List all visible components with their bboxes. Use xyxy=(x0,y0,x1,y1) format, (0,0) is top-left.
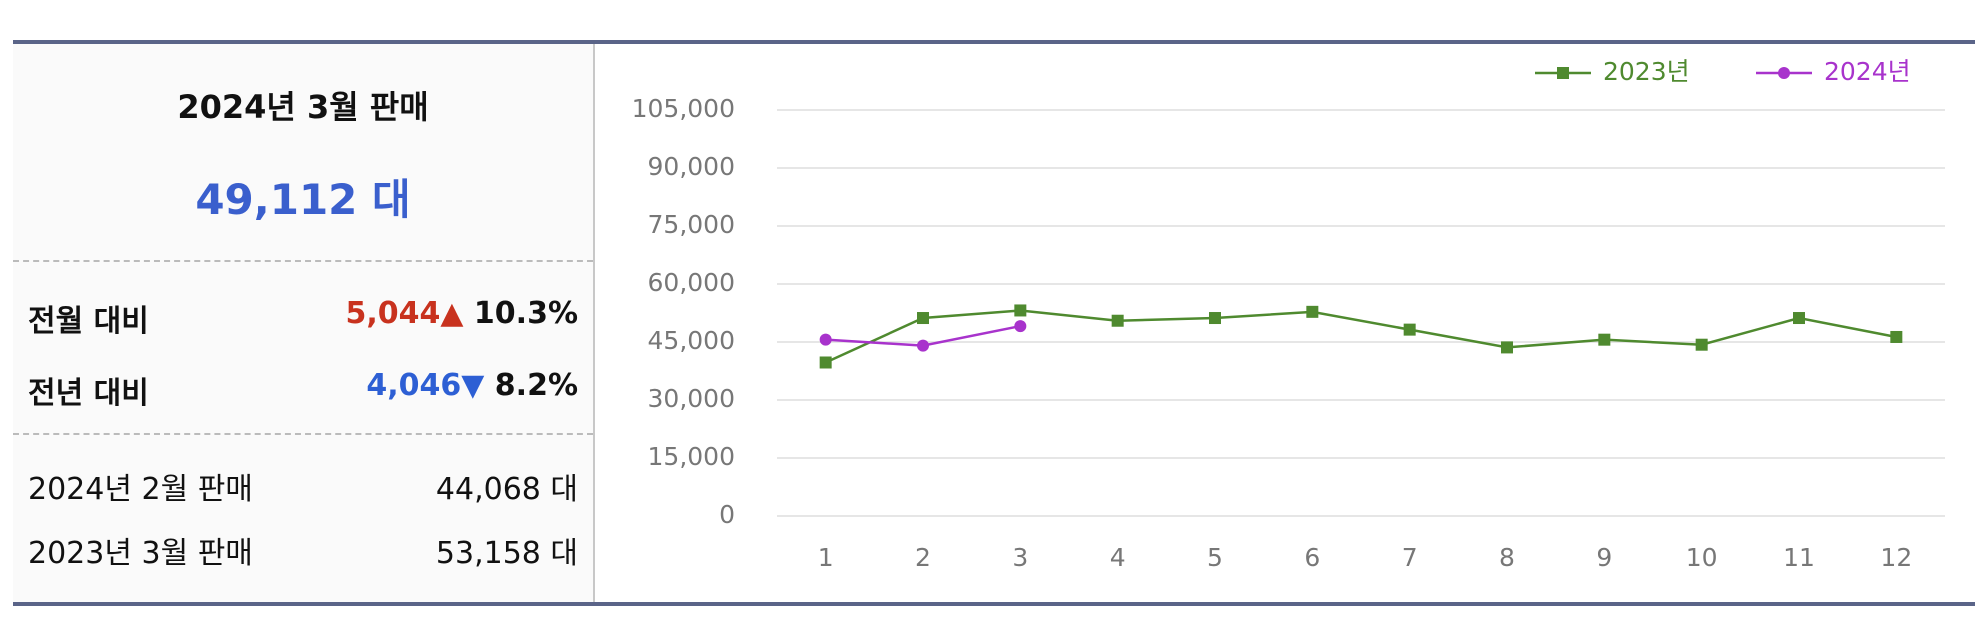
x-tick-label: 5 xyxy=(1207,543,1223,572)
x-tick-label: 6 xyxy=(1304,543,1320,572)
x-tick-label: 7 xyxy=(1402,543,1418,572)
y-tick-label: 105,000 xyxy=(632,94,735,123)
compare-row: 전월 대비 5,044▲ 10.3% xyxy=(28,296,578,340)
detail-label: 2023년 3월 판매 xyxy=(28,536,253,571)
widget: 2024년 3월 판매 49,112 대 전월 대비 5,044▲ 10.3% … xyxy=(13,40,1975,606)
point xyxy=(819,333,832,346)
point xyxy=(1209,312,1221,325)
row-value: 5,044▲ 10.3% xyxy=(345,296,578,340)
point xyxy=(1111,314,1124,327)
summary-panel: 2024년 3월 판매 49,112 대 전월 대비 5,044▲ 10.3% … xyxy=(13,44,595,602)
divider xyxy=(13,433,593,435)
x-tick-label: 2 xyxy=(915,543,931,572)
detail-row: 2024년 2월 판매 44,068 대 xyxy=(28,464,578,508)
x-tick-label: 8 xyxy=(1499,543,1515,572)
point xyxy=(917,339,929,352)
x-tick-label: 12 xyxy=(1880,543,1912,572)
total-value: 49,112 대 xyxy=(195,175,411,224)
detail-value: 44,068 대 xyxy=(435,472,578,507)
arrow: ▼ xyxy=(461,368,485,403)
y-tick-label: 45,000 xyxy=(648,326,735,355)
point xyxy=(1014,320,1027,333)
pct: 10.3% xyxy=(473,296,578,331)
point xyxy=(1306,305,1319,318)
detail-row: 2023년 3월 판매 53,158 대 xyxy=(28,528,578,572)
point xyxy=(917,312,929,325)
row-value: 4,046▼ 8.2% xyxy=(366,368,578,412)
point xyxy=(1598,333,1611,346)
divider xyxy=(13,260,593,262)
y-tick-label: 30,000 xyxy=(648,384,735,413)
legend-marker xyxy=(1778,67,1790,79)
x-tick-label: 1 xyxy=(818,543,834,572)
point xyxy=(819,356,832,369)
x-tick-label: 10 xyxy=(1686,543,1718,572)
point xyxy=(1014,304,1027,317)
y-tick-label: 75,000 xyxy=(648,210,735,239)
point xyxy=(1501,341,1513,354)
point xyxy=(1695,338,1708,351)
point xyxy=(1793,312,1805,325)
y-tick-label: 90,000 xyxy=(648,152,735,181)
x-tick-label: 4 xyxy=(1110,543,1126,572)
x-tick-label: 9 xyxy=(1596,543,1612,572)
row-label: 전월 대비 xyxy=(28,304,149,339)
legend-label: 2024년 xyxy=(1824,57,1911,86)
point xyxy=(1890,330,1903,343)
detail-value: 53,158 대 xyxy=(435,536,578,571)
y-tick-label: 60,000 xyxy=(648,268,735,297)
arrow: ▲ xyxy=(440,296,464,331)
point xyxy=(1403,323,1416,336)
change: 5,044 xyxy=(345,296,441,331)
compare-row: 전년 대비 4,046▼ 8.2% xyxy=(28,368,578,412)
row-label: 전년 대비 xyxy=(28,376,149,411)
series-line xyxy=(825,309,1897,364)
pct: 8.2% xyxy=(494,368,578,403)
summary-title: 2024년 3월 판매 xyxy=(177,88,429,126)
legend-marker xyxy=(1557,67,1569,79)
y-tick-label: 0 xyxy=(719,500,735,529)
x-tick-label: 11 xyxy=(1783,543,1815,572)
detail-label: 2024년 2월 판매 xyxy=(28,472,253,507)
change: 4,046 xyxy=(366,368,462,403)
y-tick-label: 15,000 xyxy=(648,442,735,471)
x-tick-label: 3 xyxy=(1012,543,1028,572)
legend-label: 2023년 xyxy=(1603,57,1690,86)
